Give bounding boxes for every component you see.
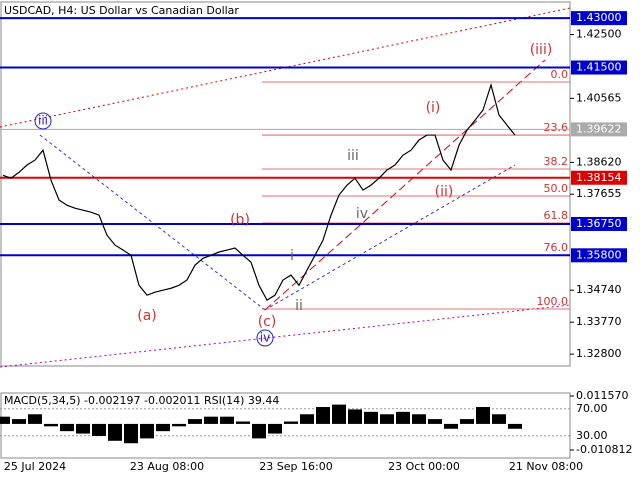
macd-bar — [428, 419, 442, 424]
x-tick-label: 21 Nov 08:00 — [509, 460, 583, 473]
wave-label: i — [290, 248, 294, 264]
wave-label: (a) — [137, 308, 157, 324]
y-tick-label: 1.42500 — [576, 28, 622, 41]
macd-bar — [124, 423, 138, 444]
fib-label: 61.8 — [544, 209, 569, 222]
level-label: 1.38154 — [576, 171, 622, 184]
fib-label: 0.0 — [551, 68, 569, 81]
level-label: 1.43000 — [576, 11, 622, 24]
fib-label: 23.6 — [544, 121, 569, 134]
rsi-level-label: 70.00 — [576, 402, 608, 415]
macd-bar — [220, 416, 234, 424]
wave-circle — [256, 329, 274, 347]
level-box — [571, 217, 627, 232]
fib-label: 50.0 — [544, 182, 569, 195]
macd-bar — [172, 423, 186, 427]
wave-label: iv — [260, 331, 270, 345]
fib-label: 38.2 — [544, 155, 569, 168]
y-tick-label: 1.34740 — [576, 283, 622, 296]
level-label: 1.41500 — [576, 61, 622, 74]
level-label: 1.35800 — [576, 248, 622, 261]
wave-label: iv — [356, 206, 368, 222]
macd-bar — [396, 411, 410, 424]
fib-label: 76.0 — [544, 241, 569, 254]
macd-bar — [268, 423, 282, 434]
wave-label: ii — [295, 298, 303, 314]
macd-bar — [508, 423, 522, 429]
wave-label: iii — [347, 148, 359, 164]
x-tick-label: 23 Oct 00:00 — [388, 460, 460, 473]
y-tick-label: 0.011570 — [576, 389, 629, 402]
macd-bar — [412, 414, 426, 424]
level-box — [571, 122, 627, 137]
y-tick-label: -0.010812 — [576, 443, 632, 456]
main-frame — [0, 1, 571, 367]
macd-bar — [332, 404, 346, 424]
wave-label: (iii) — [530, 42, 553, 58]
macd-bar — [460, 419, 474, 424]
macd-bar — [252, 423, 266, 439]
wave-circle — [34, 112, 52, 130]
level-box — [571, 60, 627, 75]
level-box — [571, 11, 627, 26]
macd-bar — [476, 407, 490, 424]
macd-bar — [44, 423, 58, 427]
x-tick-label: 25 Jul 2024 — [4, 460, 66, 473]
macd-bar — [204, 416, 218, 424]
wave-label: (i) — [426, 100, 441, 116]
macd-bar — [0, 416, 10, 424]
macd-bar — [28, 414, 42, 424]
macd-bar — [76, 423, 90, 434]
trend-line — [264, 59, 546, 311]
macd-bar — [284, 421, 298, 424]
y-tick-label: 1.37655 — [576, 187, 622, 200]
level-box — [571, 170, 627, 185]
macd-bar — [12, 419, 26, 424]
wave-label: iii — [38, 114, 48, 128]
wave-line — [264, 164, 516, 311]
macd-bar — [444, 423, 458, 429]
macd-bar — [188, 419, 202, 424]
macd-bar — [236, 421, 250, 424]
macd-bar — [300, 414, 314, 424]
macd-bar — [140, 423, 154, 439]
chart-title: USDCAD, H4: US Dollar vs Canadian Dollar — [4, 4, 239, 17]
macd-bar — [316, 407, 330, 424]
rsi-level-label: 30.00 — [576, 429, 608, 442]
indicator-frame — [0, 392, 571, 459]
x-tick-label: 23 Sep 16:00 — [259, 460, 332, 473]
y-tick-label: 1.32800 — [576, 347, 622, 360]
macd-bar — [364, 411, 378, 424]
macd-bar — [60, 423, 74, 432]
indicator-label: MACD(5,34,5) -0.002197 -0.002011 RSI(14)… — [4, 394, 279, 407]
macd-bar — [348, 409, 362, 424]
macd-bar — [92, 423, 106, 436]
y-tick-label: 1.38620 — [576, 155, 622, 168]
macd-bar — [156, 423, 170, 432]
y-tick-label: 1.33770 — [576, 315, 622, 328]
wave-label: (ii) — [435, 184, 454, 200]
level-box — [571, 248, 627, 263]
channel-line — [0, 304, 571, 368]
macd-bar — [108, 423, 122, 441]
wave-label: (b) — [230, 212, 250, 228]
y-tick-label: 1.40565 — [576, 91, 622, 104]
level-label: 1.36750 — [576, 217, 622, 230]
wave-label: (c) — [258, 314, 277, 330]
macd-bar — [492, 414, 506, 424]
fib-label: 100.0 — [537, 295, 569, 308]
level-label: 1.39622 — [576, 122, 622, 135]
price-line — [2, 82, 516, 301]
x-tick-label: 23 Aug 08:00 — [130, 460, 204, 473]
macd-bar — [380, 414, 394, 424]
